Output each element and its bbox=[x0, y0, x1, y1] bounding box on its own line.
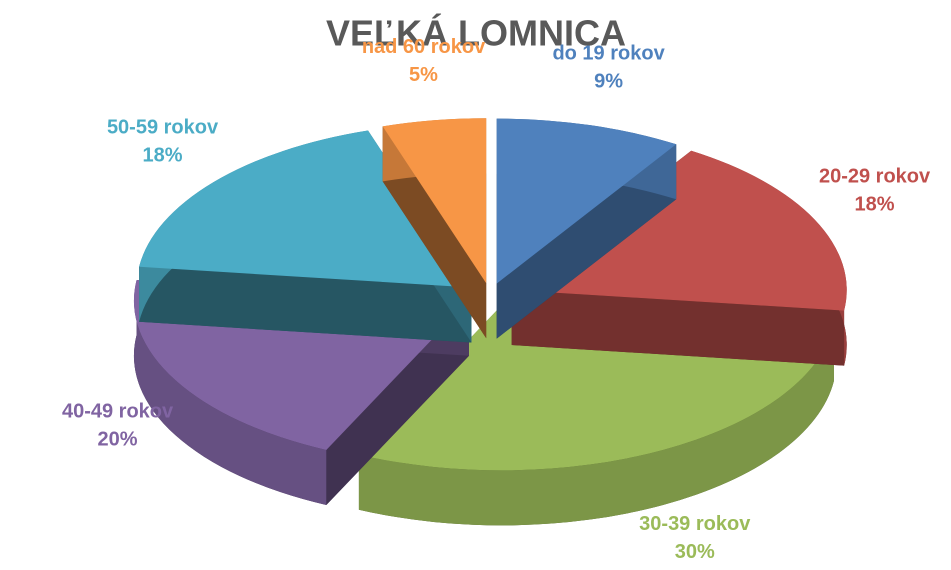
slice-side bbox=[496, 144, 677, 339]
slice-value-label: 9% bbox=[594, 70, 623, 92]
slice-value-label: 20% bbox=[98, 429, 138, 451]
slice-label: 30-39 rokov bbox=[639, 513, 751, 535]
slice-label: nad 60 rokov bbox=[362, 36, 486, 58]
slice bbox=[496, 118, 677, 339]
slice-value-label: 30% bbox=[675, 541, 715, 563]
slice bbox=[382, 118, 487, 339]
slice-side bbox=[511, 290, 845, 366]
slice-value-label: 5% bbox=[409, 64, 438, 86]
slice bbox=[382, 118, 487, 284]
slice-label: 20-29 rokov bbox=[819, 165, 931, 187]
slice bbox=[496, 118, 677, 284]
chart-title: VEĽKÁ LOMNICA bbox=[326, 13, 626, 54]
slice-value-label: 18% bbox=[143, 145, 183, 167]
slice-label: 40-49 rokov bbox=[62, 401, 174, 423]
slice-label: 50-59 rokov bbox=[107, 117, 219, 139]
slice-side bbox=[358, 326, 834, 526]
slice-label: do 19 rokov bbox=[552, 42, 665, 64]
slice-side bbox=[139, 266, 472, 343]
slice-value-label: 18% bbox=[855, 193, 895, 215]
slice bbox=[511, 150, 847, 311]
slice-side bbox=[133, 280, 327, 505]
slice-side bbox=[382, 126, 487, 339]
